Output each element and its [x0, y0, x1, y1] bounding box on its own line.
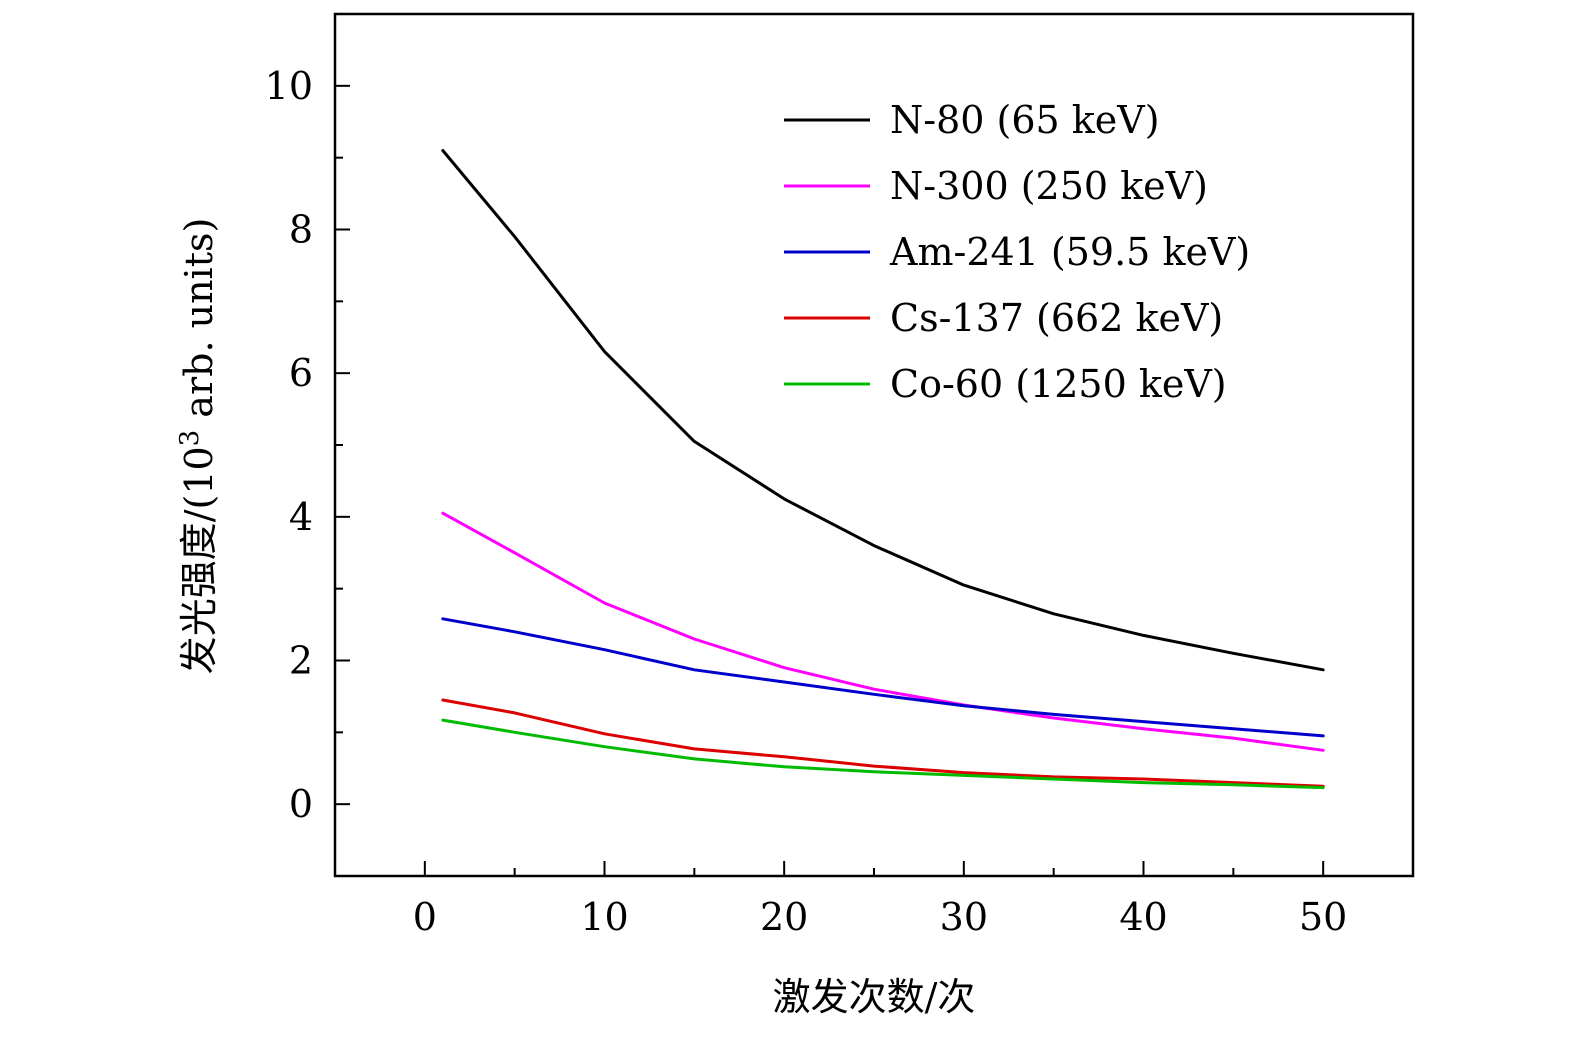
- legend-label: Co-60 (1250 keV): [890, 362, 1227, 406]
- x-axis-title: 激发次数/次: [773, 975, 976, 1019]
- y-tick-label: 8: [289, 208, 313, 252]
- x-tick-label: 0: [413, 895, 437, 939]
- series-line-1: [441, 511, 1325, 752]
- y-tick-label: 4: [289, 495, 313, 539]
- y-tick-label: 2: [289, 639, 313, 683]
- plot-frame: [333, 12, 1415, 878]
- y-axis-title-tail: arb. units): [177, 218, 221, 430]
- y-tick-label: 10: [265, 64, 313, 108]
- series-line-0: [441, 149, 1325, 672]
- x-tick-label: 10: [580, 895, 628, 939]
- x-tick-label: 20: [760, 895, 808, 939]
- y-tick-label: 0: [289, 782, 313, 826]
- legend-label: Am-241 (59.5 keV): [889, 230, 1250, 274]
- x-tick-label: 40: [1119, 895, 1167, 939]
- y-axis-title: 发光强度/(103 arb. units): [175, 218, 221, 675]
- x-tick-label: 30: [940, 895, 988, 939]
- y-axis-title-exponent: 3: [175, 430, 205, 447]
- axis-ticks: [335, 84, 1325, 876]
- y-axis-title-main: 发光强度/(10: [177, 446, 221, 674]
- data-lines: [441, 149, 1325, 790]
- y-tick-label: 6: [289, 351, 313, 395]
- legend-label: Cs-137 (662 keV): [890, 296, 1223, 340]
- series-line-3: [441, 698, 1325, 788]
- legend: N-80 (65 keV) N-300 (250 keV) Am-241 (59.5…: [784, 98, 1250, 406]
- series-line-2: [441, 617, 1325, 738]
- series-line-4: [441, 718, 1325, 790]
- x-tick-label: 50: [1299, 895, 1347, 939]
- legend-label: N-300 (250 keV): [890, 164, 1208, 208]
- legend-label: N-80 (65 keV): [890, 98, 1160, 142]
- axis-tick-labels: 0 10 20 30 40 50 0 2 4 6 8 10: [265, 64, 1348, 939]
